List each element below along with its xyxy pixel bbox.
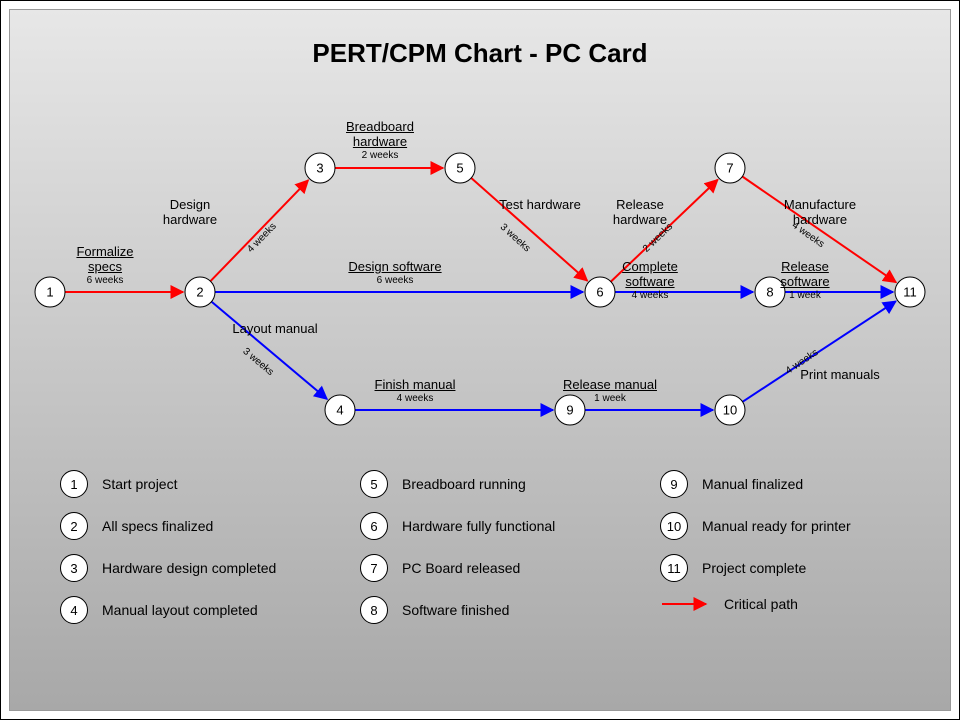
legend-text: Breadboard running <box>402 476 526 492</box>
node-label-8: 8 <box>766 285 773 300</box>
node-label-1: 1 <box>46 285 53 300</box>
legend-row: 9 Manual finalized <box>660 470 920 498</box>
legend-row: 10 Manual ready for printer <box>660 512 920 540</box>
edge-7-11 <box>742 177 896 283</box>
edge-2-4 <box>211 302 327 399</box>
node-label-5: 5 <box>456 161 463 176</box>
legend-node-icon: 10 <box>660 512 688 540</box>
legend-node-icon: 6 <box>360 512 388 540</box>
legend-text: Hardware design completed <box>102 560 276 576</box>
legend-text: Hardware fully functional <box>402 518 555 534</box>
legend-node-icon: 7 <box>360 554 388 582</box>
node-label-11: 11 <box>903 285 917 300</box>
legend-node-icon: 1 <box>60 470 88 498</box>
node-label-2: 2 <box>196 285 203 300</box>
legend-row: 11 Project complete <box>660 554 920 582</box>
legend-row: 7 PC Board released <box>360 554 620 582</box>
legend-row: 1 Start project <box>60 470 320 498</box>
legend-row: 4 Manual layout completed <box>60 596 320 624</box>
edge-10-11 <box>743 301 896 401</box>
legend-col-0: 1 Start project 2 All specs finalized 3 Hardw… <box>60 470 320 624</box>
legend-text: Manual finalized <box>702 476 803 492</box>
legend-text: Manual ready for printer <box>702 518 851 534</box>
legend-text: PC Board released <box>402 560 520 576</box>
legend-node-icon: 11 <box>660 554 688 582</box>
node-label-7: 7 <box>726 161 733 176</box>
legend-col-2: 9 Manual finalized 10 Manual ready for prin… <box>660 470 920 624</box>
edge-5-6 <box>471 178 587 281</box>
legend-row: 8 Software finished <box>360 596 620 624</box>
edge-2-3 <box>210 180 308 281</box>
legend-text: All specs finalized <box>102 518 213 534</box>
legend-row: Critical path <box>660 596 920 612</box>
legend-text: Software finished <box>402 602 509 618</box>
node-label-9: 9 <box>566 403 573 418</box>
node-label-6: 6 <box>596 285 603 300</box>
legend-col-1: 5 Breadboard running 6 Hardware fully funct… <box>360 470 620 624</box>
legend-node-icon: 9 <box>660 470 688 498</box>
node-label-4: 4 <box>336 403 343 418</box>
pert-chart-panel: PERT/CPM Chart - PC Card 1234567891011 F… <box>9 9 951 711</box>
legend-text: Critical path <box>724 596 798 612</box>
node-label-10: 10 <box>723 403 737 418</box>
legend-node-icon: 8 <box>360 596 388 624</box>
legend-row: 3 Hardware design completed <box>60 554 320 582</box>
legend-node-icon: 3 <box>60 554 88 582</box>
legend-row: 5 Breadboard running <box>360 470 620 498</box>
legend-node-icon: 4 <box>60 596 88 624</box>
legend: 1 Start project 2 All specs finalized 3 Hardw… <box>60 470 920 624</box>
critical-path-arrow-icon <box>660 597 710 611</box>
legend-text: Manual layout completed <box>102 602 258 618</box>
edge-6-7 <box>611 180 718 282</box>
legend-node-icon: 2 <box>60 512 88 540</box>
legend-text: Project complete <box>702 560 806 576</box>
legend-row: 6 Hardware fully functional <box>360 512 620 540</box>
node-label-3: 3 <box>316 161 323 176</box>
legend-row: 2 All specs finalized <box>60 512 320 540</box>
legend-node-icon: 5 <box>360 470 388 498</box>
legend-text: Start project <box>102 476 177 492</box>
